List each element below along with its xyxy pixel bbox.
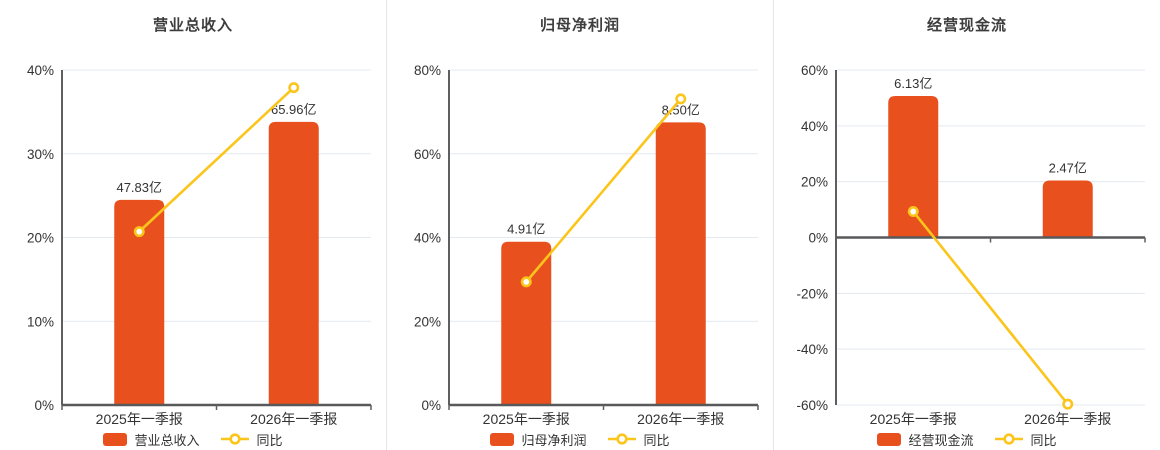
legend-item-line[interactable]: 同比 — [220, 430, 283, 449]
chart-title: 归母净利润 — [539, 17, 620, 34]
bar-legend-swatch-icon — [490, 432, 515, 446]
svg-text:8.50亿: 8.50亿 — [662, 102, 700, 117]
legend-item-bar[interactable]: 归母净利润 — [490, 430, 587, 449]
legend-label: 营业总收入 — [134, 432, 200, 448]
legend: 营业总收入 同比 — [103, 428, 283, 450]
svg-text:4.91亿: 4.91亿 — [507, 222, 545, 237]
legend: 归母净利润 同比 — [490, 428, 670, 450]
svg-text:2026年一季报: 2026年一季报 — [250, 411, 337, 427]
svg-text:2026年一季报: 2026年一季报 — [637, 411, 724, 427]
chart-panel-net-profit: 归母净利润 0% 20% 40% 60% 80% 4.91亿 8.50亿 2025年一季报 20… — [387, 0, 774, 450]
chart-title: 经营现金流 — [926, 17, 1007, 34]
svg-text:-60%: -60% — [796, 398, 828, 413]
legend-label: 同比 — [256, 432, 283, 448]
svg-text:20%: 20% — [27, 231, 54, 246]
svg-text:40%: 40% — [414, 231, 441, 246]
legend-label: 经营现金流 — [908, 432, 974, 448]
bar-legend-swatch-icon — [877, 432, 902, 446]
svg-text:2025年一季报: 2025年一季报 — [96, 411, 183, 427]
svg-text:10%: 10% — [27, 314, 54, 329]
svg-text:0%: 0% — [421, 398, 441, 413]
svg-text:2025年一季报: 2025年一季报 — [870, 411, 957, 427]
svg-text:60%: 60% — [414, 147, 441, 162]
legend-label: 同比 — [643, 432, 670, 448]
svg-text:0%: 0% — [34, 398, 54, 413]
legend-label: 同比 — [1030, 432, 1057, 448]
svg-text:80%: 80% — [414, 63, 441, 78]
svg-text:20%: 20% — [414, 314, 441, 329]
svg-text:47.83亿: 47.83亿 — [116, 180, 162, 195]
svg-text:-20%: -20% — [796, 286, 828, 301]
svg-text:0%: 0% — [808, 231, 828, 246]
legend-item-line[interactable]: 同比 — [994, 430, 1057, 449]
legend-item-bar[interactable]: 经营现金流 — [877, 430, 974, 449]
legend-label: 归母净利润 — [521, 432, 587, 448]
svg-text:60%: 60% — [801, 63, 828, 78]
svg-text:2025年一季报: 2025年一季报 — [483, 411, 570, 427]
svg-text:20%: 20% — [801, 175, 828, 190]
chart-title: 营业总收入 — [152, 17, 233, 34]
chart-canvas[interactable]: 0% 10% 20% 30% 40% 47.83亿 65.96亿 2025年一季报 2026年一… — [0, 44, 386, 428]
bar-legend-swatch-icon — [103, 432, 128, 446]
svg-text:40%: 40% — [27, 63, 54, 78]
svg-text:-40%: -40% — [796, 342, 828, 357]
legend-item-bar[interactable]: 营业总收入 — [103, 430, 200, 449]
legend-item-line[interactable]: 同比 — [607, 430, 670, 449]
svg-text:65.96亿: 65.96亿 — [271, 102, 317, 117]
chart-panel-revenue: 营业总收入 0% 10% 20% 30% 40% 47.83亿 65.96亿 2025年一季报… — [0, 0, 387, 450]
line-legend-marker-icon — [607, 433, 636, 445]
chart-canvas[interactable]: -60% -40% -20% 0% 20% 40% 60% 6.13亿 2.47亿 2025年一季… — [774, 44, 1160, 428]
line-legend-marker-icon — [994, 433, 1023, 445]
svg-text:30%: 30% — [27, 147, 54, 162]
chart-canvas[interactable]: 0% 20% 40% 60% 80% 4.91亿 8.50亿 2025年一季报 2026年一季报 — [387, 44, 773, 428]
svg-text:2026年一季报: 2026年一季报 — [1024, 411, 1111, 427]
legend: 经营现金流 同比 — [877, 428, 1057, 450]
chart-panel-cash-flow: 经营现金流 -60% -40% -20% 0% 20% 40% 60% 6.13亿 2.47亿 2… — [774, 0, 1160, 450]
svg-text:40%: 40% — [801, 119, 828, 134]
line-legend-marker-icon — [220, 433, 249, 445]
svg-text:2.47亿: 2.47亿 — [1049, 161, 1087, 176]
svg-text:6.13亿: 6.13亿 — [894, 76, 932, 91]
